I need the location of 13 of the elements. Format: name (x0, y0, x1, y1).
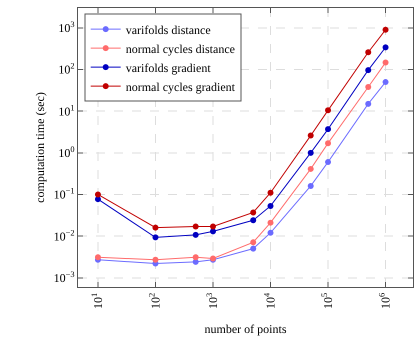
y-axis-title: computation time (sec) (33, 92, 47, 203)
y-tick-label: 10$^{−2}$ (54, 228, 75, 244)
y-tick-label: 10$^{−1}$ (54, 186, 75, 202)
y-tick-label: 10$^{3}$ (58, 20, 75, 36)
legend-label: varifolds gradient (126, 60, 212, 75)
legend-label: normal cycles gradient (126, 80, 236, 94)
y-tick-label: 10$^{1}$ (58, 103, 75, 118)
x-axis-title: number of points (204, 322, 287, 336)
legend-label: varifolds distance (126, 22, 211, 37)
y-tick-label: 10$^{−3}$ (54, 270, 75, 285)
y-tick-label: 10$^{0}$ (58, 144, 75, 160)
y-tick-label: 10$^{2}$ (58, 62, 75, 77)
legend-label: normal cycles distance (126, 42, 235, 56)
